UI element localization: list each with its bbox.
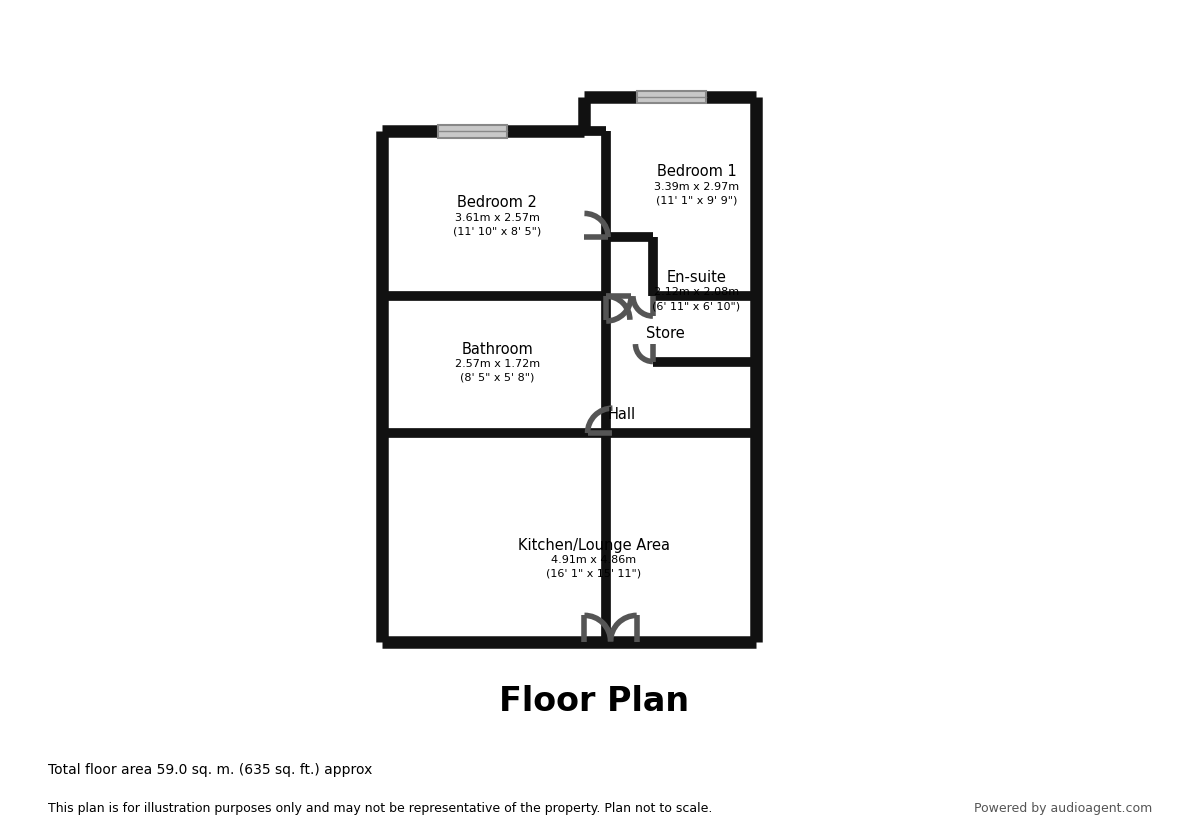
Text: 3.39m x 2.97m: 3.39m x 2.97m [654,181,739,192]
Text: Floor Plan: Floor Plan [499,685,689,718]
Text: (6' 11" x 6' 10"): (6' 11" x 6' 10") [653,301,740,311]
Polygon shape [383,97,756,642]
Text: Powered by audioagent.com: Powered by audioagent.com [973,802,1152,815]
Text: (11' 10" x 8' 5"): (11' 10" x 8' 5") [454,227,541,237]
Text: (11' 1" x 9' 9"): (11' 1" x 9' 9") [655,196,737,205]
Text: Store: Store [646,326,685,341]
Bar [637,91,706,103]
Text: Total floor area 59.0 sq. m. (635 sq. ft.) approx: Total floor area 59.0 sq. m. (635 sq. ft… [48,763,372,777]
Text: Bedroom 1: Bedroom 1 [656,165,737,179]
Bar [438,125,506,138]
Text: 4.91m x 4.86m: 4.91m x 4.86m [551,555,636,565]
Text: (8' 5" x 5' 8"): (8' 5" x 5' 8") [460,373,534,383]
Text: 3.61m x 2.57m: 3.61m x 2.57m [455,213,540,223]
Text: Hall: Hall [607,407,636,422]
Text: 2.57m x 1.72m: 2.57m x 1.72m [455,359,540,369]
Text: Bathroom: Bathroom [462,342,533,356]
Text: (16' 1" x 15' 11"): (16' 1" x 15' 11") [546,569,641,579]
Text: 2.12m x 2.08m: 2.12m x 2.08m [654,287,739,297]
Text: This plan is for illustration purposes only and may not be representative of the: This plan is for illustration purposes o… [48,802,713,815]
Text: Bedroom 2: Bedroom 2 [457,196,538,210]
Text: En-suite: En-suite [666,270,726,285]
Text: Kitchen/Lounge Area: Kitchen/Lounge Area [517,538,670,553]
